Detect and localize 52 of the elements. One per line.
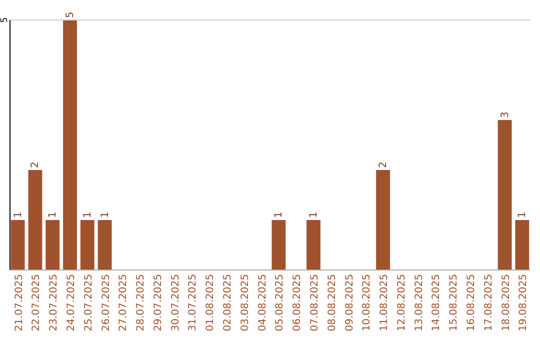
x-tick-label: 06.08.2025 [292, 274, 304, 332]
data-label: 1 [82, 212, 94, 218]
x-tick-label: 22.07.2025 [31, 274, 42, 332]
data-label: 2 [378, 162, 390, 168]
x-tick-label: 18.08.2025 [500, 274, 512, 332]
x-tick-label: 21.07.2025 [14, 274, 25, 332]
x-tick-label: 07.08.2025 [309, 274, 320, 332]
x-tick-label: 04.08.2025 [257, 274, 268, 332]
x-tick-label: 17.08.2025 [483, 274, 494, 332]
x-tick-label: 01.08.2025 [205, 274, 216, 332]
x-tick-label: 09.08.2025 [344, 274, 356, 332]
bar [98, 220, 112, 270]
bar [10, 220, 25, 270]
x-tick-label: 12.08.2025 [396, 274, 408, 332]
data-label: 2 [30, 162, 42, 168]
x-tick-label: 10.08.2025 [362, 274, 373, 332]
x-tick-label: 28.07.2025 [136, 274, 147, 332]
x-tick-label: 03.08.2025 [240, 274, 251, 332]
bar [376, 170, 390, 270]
x-tick-label: 13.08.2025 [414, 274, 425, 332]
bar [498, 120, 512, 270]
data-label: 1 [12, 212, 24, 218]
x-tick-label: 02.08.2025 [222, 274, 234, 332]
bar [80, 220, 94, 270]
bar [272, 220, 286, 270]
data-label: 1 [48, 212, 59, 218]
x-tick-label: 29.07.2025 [152, 274, 164, 332]
x-tick-label: 15.08.2025 [448, 274, 460, 332]
x-tick-label: 08.08.2025 [326, 274, 338, 332]
x-tick-label: 26.07.2025 [100, 274, 112, 332]
x-tick-label: 25.07.2025 [83, 274, 94, 332]
bar [515, 220, 530, 270]
bar [63, 20, 77, 270]
data-label: 5 [65, 12, 76, 18]
x-tick-label: 11.08.2025 [379, 274, 390, 332]
x-tick-label: 19.08.2025 [518, 274, 530, 332]
x-tick-label: 23.07.2025 [48, 274, 60, 332]
bar [46, 220, 60, 270]
data-label: 1 [308, 212, 320, 218]
bar [306, 220, 320, 270]
data-label: 1 [517, 212, 528, 218]
data-label: 1 [274, 212, 285, 218]
data-label: 1 [100, 212, 111, 218]
x-tick-label: 24.07.2025 [66, 274, 77, 332]
x-tick-label: 27.07.2025 [118, 274, 130, 332]
data-label: 3 [500, 112, 511, 118]
x-tick-label: 14.08.2025 [431, 274, 442, 332]
x-tick-label: 30.07.2025 [170, 274, 182, 332]
x-tick-label: 31.07.2025 [188, 274, 199, 332]
bar [28, 170, 42, 270]
x-tick-label: 16.08.2025 [466, 274, 477, 332]
x-tick-label: 05.08.2025 [274, 274, 286, 332]
